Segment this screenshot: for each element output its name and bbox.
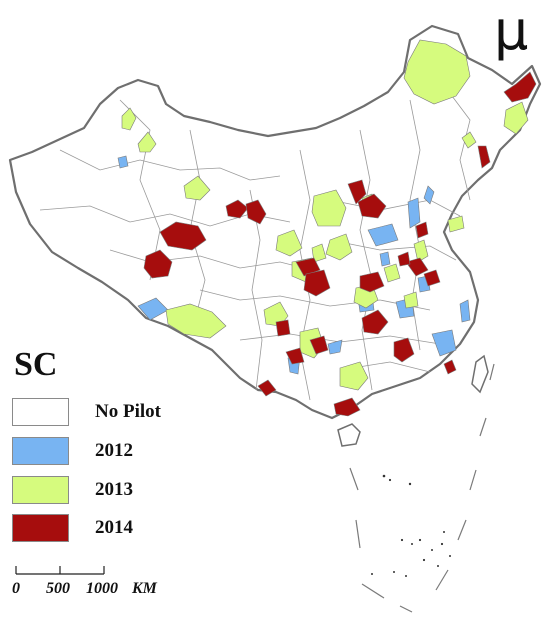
hainan-island: [337, 423, 361, 447]
scale-unit: KM: [132, 580, 157, 597]
legend-title: SC: [14, 346, 58, 383]
south-china-sea: [349, 363, 495, 613]
legend-label-2014: 2014: [95, 517, 133, 538]
legend-item-2013: 2013: [12, 476, 133, 504]
scale-bar-line: [15, 566, 105, 575]
regions-2012: [117, 155, 471, 375]
legend-swatch-2013: [12, 476, 69, 504]
scale-tick-1000: 1000: [86, 580, 118, 597]
regions-2014: [143, 71, 537, 417]
legend-swatch-2012: [12, 437, 69, 465]
legend-swatch-no-pilot: [12, 398, 69, 426]
taiwan-island: [471, 354, 489, 394]
scale-tick-500: 500: [46, 580, 70, 597]
islands: [371, 474, 451, 577]
legend-swatch-2014: [12, 514, 69, 542]
legend-item-no-pilot: No Pilot: [12, 398, 161, 426]
legend-item-2012: 2012: [12, 437, 133, 465]
country-outline: [8, 24, 542, 420]
scale-bar: 0 500 1000 KM: [12, 556, 204, 606]
legend-item-2014: 2014: [12, 514, 133, 542]
legend-label-no-pilot: No Pilot: [95, 401, 161, 422]
north-arrow-icon: μ: [494, 0, 529, 62]
legend-label-2013: 2013: [95, 479, 133, 500]
legend-label-2012: 2012: [95, 440, 133, 461]
scale-tick-0: 0: [12, 580, 20, 597]
